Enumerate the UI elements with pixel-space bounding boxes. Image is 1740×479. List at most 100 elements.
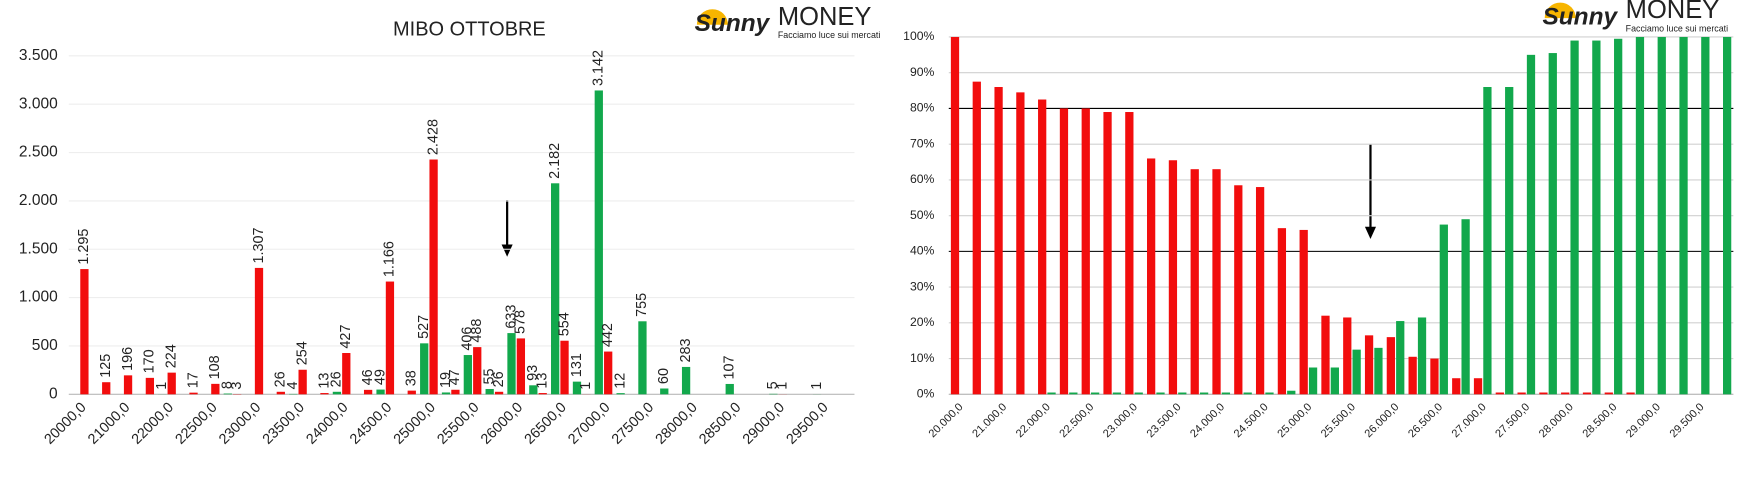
y-tick-label: 70%: [910, 136, 935, 150]
bar: [1330, 367, 1339, 395]
bar: [1386, 337, 1395, 395]
arrow: [501, 200, 513, 257]
data-label: 107: [722, 355, 738, 379]
chart-title: MIBO OTTOBRE: [393, 19, 546, 41]
bar: [363, 389, 373, 395]
bar: [1168, 160, 1178, 395]
data-label: 1.295: [76, 229, 92, 265]
data-label: 38: [404, 370, 420, 386]
logo-sun: [696, 9, 728, 25]
bar: [1343, 317, 1352, 395]
data-label: 170: [142, 349, 158, 373]
bar: [1626, 392, 1635, 395]
data-label: 55: [481, 369, 497, 385]
bar: [1243, 392, 1252, 395]
logo-tagline: Facciamo luce sui mercati: [778, 30, 880, 40]
logo-brand-b: MONEY: [1626, 0, 1720, 24]
bar: [1539, 392, 1548, 395]
data-label: 17: [185, 372, 201, 388]
bar: [1548, 53, 1557, 395]
y-tick-label: 3.000: [19, 95, 58, 112]
bar: [473, 347, 482, 395]
bar: [638, 321, 647, 395]
data-label: 427: [338, 325, 354, 349]
bar: [1090, 392, 1100, 395]
bar: [725, 383, 734, 395]
bar: [1321, 315, 1330, 395]
bar: [516, 338, 526, 395]
bar: [594, 90, 603, 395]
bar: [994, 87, 1003, 395]
y-tick-label: 20%: [910, 315, 935, 329]
data-label: 3: [229, 382, 245, 390]
data-label: 60: [656, 368, 672, 384]
data-label: 1.307: [251, 227, 267, 263]
bar: [1038, 99, 1047, 395]
bar: [123, 375, 133, 395]
data-label: 2.182: [547, 143, 563, 179]
y-tick-label: 2.500: [19, 144, 58, 161]
y-tick-label: 100%: [903, 29, 934, 43]
data-label: 125: [98, 354, 114, 378]
bar: [1592, 40, 1601, 395]
bar: [1517, 392, 1526, 395]
bar: [1103, 112, 1112, 395]
data-label: 13: [535, 373, 551, 389]
bar: [572, 381, 582, 395]
bar: [604, 351, 613, 395]
logo-sun: [1544, 2, 1576, 19]
data-label: 1: [154, 382, 170, 390]
logo-tagline: Facciamo luce sui mercati: [1626, 24, 1728, 34]
data-label: 49: [372, 369, 388, 385]
y-tick-label: 2.000: [19, 192, 58, 209]
bar: [189, 392, 198, 395]
data-label: 46: [360, 369, 376, 385]
bar: [1473, 378, 1483, 395]
bar: [1505, 87, 1514, 395]
bar: [1570, 40, 1579, 395]
data-label: 131: [569, 353, 585, 377]
bar: [1178, 392, 1187, 395]
bar: [102, 382, 111, 395]
bar: [376, 389, 385, 395]
bar: [1156, 392, 1165, 395]
bar: [551, 183, 560, 395]
bar: [1212, 169, 1221, 395]
data-label: 488: [469, 319, 485, 343]
data-label: 26: [329, 371, 345, 387]
arrow: [1364, 144, 1377, 239]
bar: [1723, 36, 1732, 395]
bar: [1526, 54, 1536, 395]
bar: [507, 333, 516, 395]
bar: [1047, 392, 1056, 395]
bar: [1452, 378, 1461, 395]
bar: [223, 393, 232, 395]
data-label: 527: [416, 315, 432, 339]
data-label: 1.166: [382, 241, 398, 277]
bar: [1679, 36, 1688, 395]
bar: [1461, 219, 1470, 395]
bar: [1265, 392, 1274, 395]
bar: [1495, 392, 1504, 395]
bar: [1147, 158, 1156, 395]
y-tick-label: 10%: [910, 351, 935, 365]
data-label: 406: [460, 327, 476, 351]
bar: [1277, 228, 1287, 395]
data-label: 8: [220, 381, 236, 389]
bar: [1582, 392, 1592, 395]
bar: [1408, 356, 1417, 395]
bar: [1287, 390, 1296, 395]
bar: [616, 393, 625, 395]
bar: [211, 383, 220, 395]
bar: [1374, 347, 1383, 395]
data-label: 578: [513, 310, 529, 334]
bar: [1112, 392, 1122, 395]
bar: [441, 392, 451, 395]
y-tick-label: 0%: [917, 387, 935, 401]
bar: [1352, 349, 1361, 395]
bar: [1016, 92, 1025, 395]
bar: [1364, 335, 1374, 395]
bar: [1255, 187, 1265, 395]
bar: [451, 389, 460, 395]
logo-brand-b: MONEY: [778, 3, 872, 31]
